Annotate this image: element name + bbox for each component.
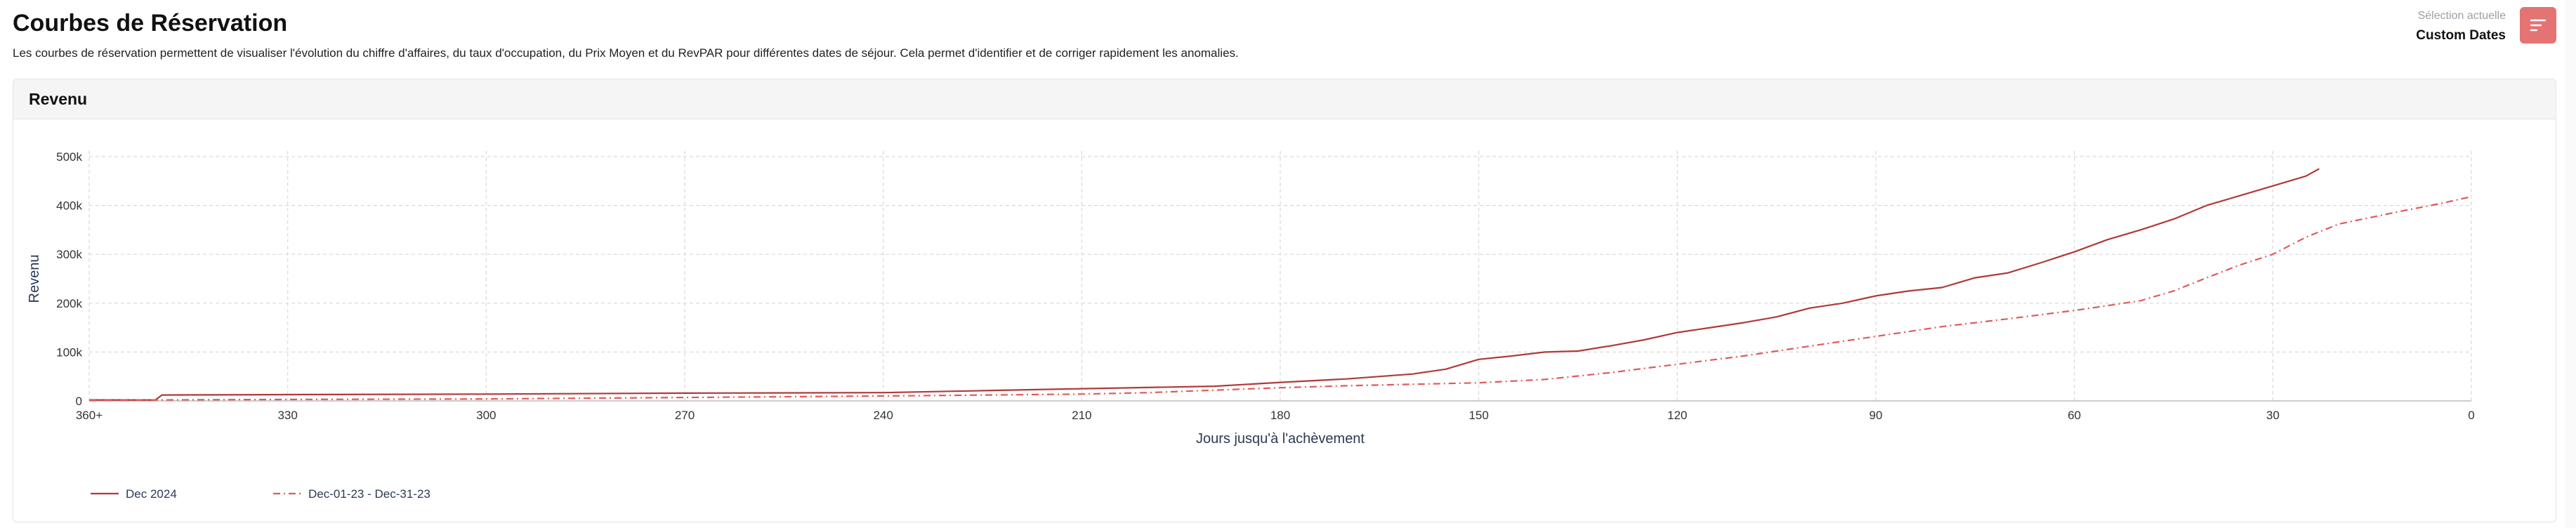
legend-label-2: Dec-01-23 - Dec-31-23	[308, 487, 431, 501]
x-tick-label: 60	[2068, 409, 2081, 422]
x-tick-label: 150	[1468, 409, 1488, 422]
x-tick-label: 90	[1869, 409, 1883, 422]
y-tick-label: 0	[76, 395, 82, 408]
x-tick-label: 330	[277, 409, 297, 422]
revenue-card-header: Revenu	[13, 79, 2556, 119]
series-line-2	[88, 196, 2472, 402]
filter-button[interactable]	[2520, 7, 2556, 44]
x-tick-label: 180	[1270, 409, 1290, 422]
x-tick-label: 270	[675, 409, 695, 422]
y-tick-label: 300k	[56, 248, 82, 261]
x-tick-label: 300	[476, 409, 496, 422]
filter-lines-icon	[2530, 19, 2547, 32]
current-selection-label: Sélection actuelle	[2417, 10, 2506, 22]
x-tick-label: 240	[873, 409, 893, 422]
y-axis-title: Revenu	[27, 255, 42, 303]
x-tick-label: 360+	[76, 409, 103, 422]
revenue-card: Revenu 0 100k 200k 300k 400k 500k 360+ 330 300 27…	[13, 79, 2556, 522]
current-selection-value: Custom Dates	[2416, 28, 2506, 43]
y-tick-label: 500k	[56, 150, 82, 164]
x-tick-label: 210	[1072, 409, 1091, 422]
y-tick-label: 200k	[56, 297, 82, 310]
series-line-1	[89, 168, 2320, 401]
x-tick-label: 120	[1667, 409, 1687, 422]
y-tick-label: 400k	[56, 199, 82, 213]
page-scrollbar[interactable]	[2565, 0, 2576, 528]
x-tick-label: 30	[2266, 409, 2280, 422]
x-axis-title: Jours jusqu'à l'achèvement	[1196, 431, 1365, 447]
y-tick-label: 100k	[56, 345, 82, 359]
page-description: Les courbes de réservation permettent de…	[13, 46, 1239, 60]
page-title: Courbes de Réservation	[13, 10, 288, 37]
revenue-card-title: Revenu	[29, 89, 88, 108]
legend-label-1: Dec 2024	[126, 487, 177, 501]
current-selection: Sélection actuelle Custom Dates	[2416, 10, 2506, 44]
x-tick-label: 0	[2468, 409, 2474, 422]
